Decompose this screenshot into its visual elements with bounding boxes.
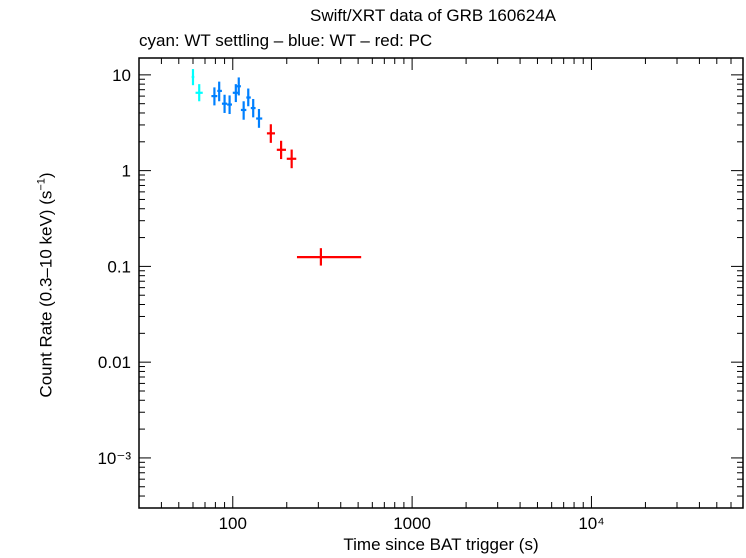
data-point — [232, 84, 239, 103]
x-axis-label: Time since BAT trigger (s) — [343, 535, 539, 554]
data-point — [195, 84, 203, 102]
y-tick-label: 0.01 — [98, 353, 131, 372]
x-tick-label: 10⁴ — [578, 514, 604, 533]
series-wt — [211, 77, 263, 128]
chart-subtitle: cyan: WT settling – blue: WT – red: PC — [139, 31, 433, 50]
x-tick-label: 1000 — [393, 514, 431, 533]
data-point — [227, 95, 232, 115]
data-point — [276, 140, 286, 160]
y-tick-label: 0.1 — [107, 257, 131, 276]
data-point — [296, 248, 362, 266]
plot-frame — [138, 57, 744, 509]
data-point — [250, 98, 256, 118]
chart-title: Swift/XRT data of GRB 160624A — [309, 6, 556, 25]
y-tick-label: 10 — [112, 66, 131, 85]
series-wt-settling — [191, 69, 203, 102]
data-point — [236, 77, 241, 96]
data-point — [217, 81, 222, 102]
y-tick-label: 10⁻³ — [97, 449, 131, 468]
data-point — [256, 109, 263, 128]
data-point — [211, 87, 218, 106]
data-point — [221, 94, 228, 113]
data-point — [246, 88, 251, 107]
x-tick-label: 100 — [219, 514, 247, 533]
series-pc — [266, 124, 362, 266]
data-point — [266, 124, 276, 143]
data-point — [286, 149, 297, 169]
data-point — [240, 101, 247, 120]
data-point — [191, 69, 195, 86]
y-tick-label: 1 — [122, 162, 131, 181]
